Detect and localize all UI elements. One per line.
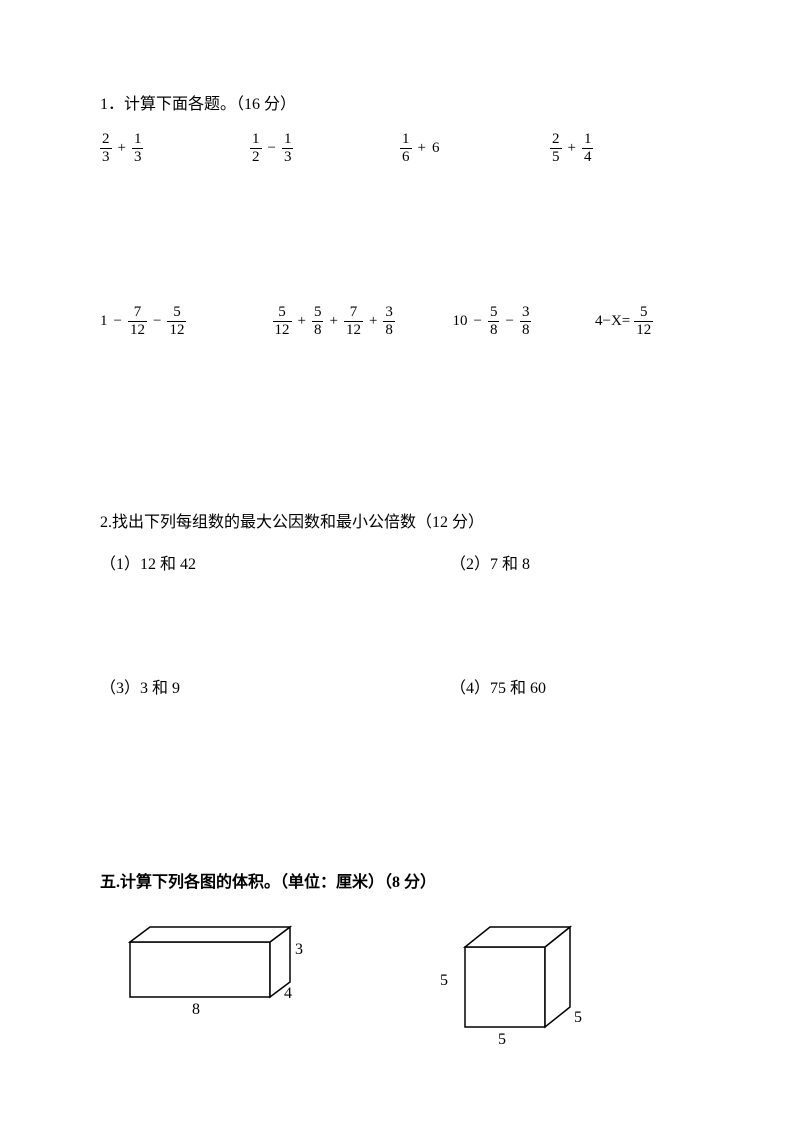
q2-title: 2.找出下列每组数的最大公因数和最小公倍数（12 分） [100, 508, 700, 532]
q2-item-2: （2）7 和 8 [450, 550, 530, 574]
q1-row2: 1 − 712 − 512 512 + 58 + 712 + 38 10 − 5… [100, 305, 700, 338]
q1-r2-e2: 512 + 58 + 712 + 38 [273, 305, 453, 338]
cuboid-d-label: 4 [284, 985, 292, 1003]
shapes-row: 3 4 8 5 5 5 [100, 917, 700, 1057]
q1-r1-e4: 25 + 14 [550, 132, 700, 165]
cube-icon [455, 917, 585, 1037]
q2-item-4: （4）75 和 60 [450, 674, 546, 698]
q1-r2-e3: 10 − 58 − 38 [453, 305, 596, 338]
q1-row1: 23 + 13 12 − 13 16 + 6 25 + 14 [100, 132, 700, 165]
q1-title: 1．计算下面各题。（16 分） [100, 90, 700, 114]
q1-r1-e1: 23 + 13 [100, 132, 250, 165]
cube-w-label: 5 [498, 1031, 506, 1049]
q5-title: 五.计算下列各图的体积。（单位：厘米）（8 分） [100, 868, 700, 892]
q2-item-1: （1）12 和 42 [100, 550, 450, 574]
cuboid-icon [120, 917, 300, 1007]
q2-row2: （3）3 和 9 （4）75 和 60 [100, 674, 700, 698]
q2-item-3: （3）3 和 9 [100, 674, 450, 698]
q2-row1: （1）12 和 42 （2）7 和 8 [100, 550, 700, 574]
q1-r1-e3: 16 + 6 [400, 132, 550, 165]
cuboid-h-label: 3 [295, 941, 303, 959]
cube-h-label: 5 [440, 972, 448, 990]
cuboid-figure: 3 4 8 [120, 917, 320, 1037]
cuboid-w-label: 8 [192, 1001, 200, 1019]
cube-figure: 5 5 5 [440, 917, 600, 1057]
cube-d-label: 5 [574, 1009, 582, 1027]
q1-r2-e1: 1 − 712 − 512 [100, 305, 273, 338]
q1-r2-e4: 4−X= 512 [595, 305, 700, 338]
q1-r1-e2: 12 − 13 [250, 132, 400, 165]
